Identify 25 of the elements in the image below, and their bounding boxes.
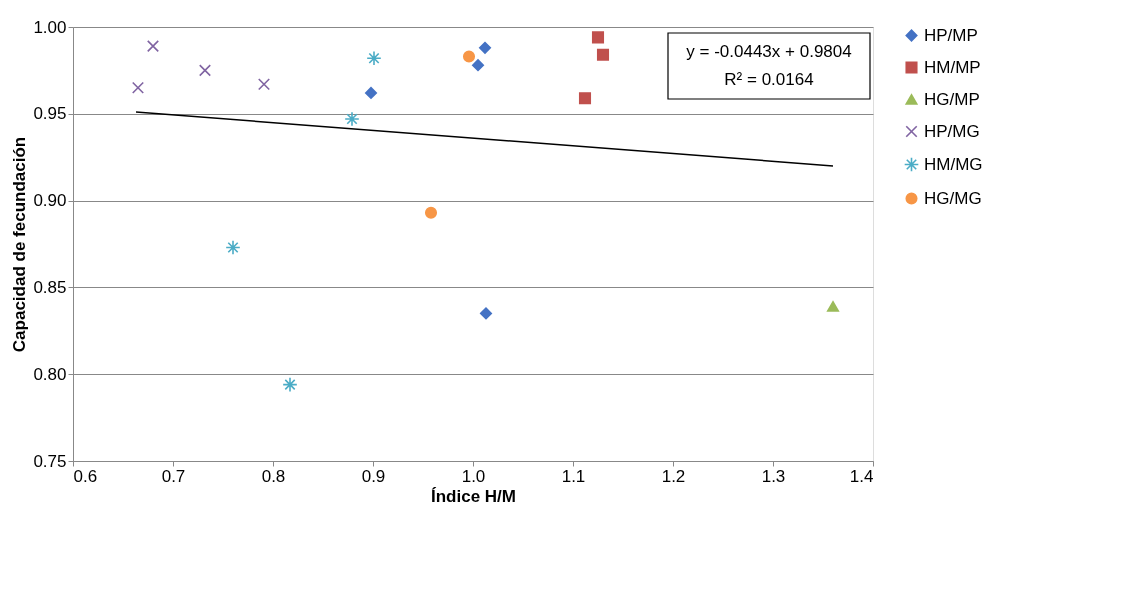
x-tick-label: 1.0 (461, 466, 486, 486)
legend-label: HP/MP (924, 25, 978, 45)
y-tick-label: 1.00 (33, 17, 67, 37)
legend-label: HG/MP (924, 89, 980, 109)
x-tick-label: 0.9 (361, 466, 386, 486)
y-tick-label: 0.75 (33, 451, 67, 471)
x-tick-label: 1.4 (849, 466, 874, 486)
y-tick-label: 0.80 (33, 364, 67, 384)
annotation: y = -0.0443x + 0.9804 (686, 42, 852, 61)
legend-label: HP/MG (924, 121, 980, 141)
annotation: R² = 0.0164 (724, 70, 814, 89)
x-tick-label: 0.6 (73, 466, 98, 486)
x-tick-label: 0.7 (161, 466, 186, 486)
y-tick-label: 0.90 (33, 191, 67, 211)
x-axis-title: Índice H/M (430, 486, 517, 506)
legend-label: HM/MP (924, 57, 981, 77)
x-tick-label: 0.8 (261, 466, 286, 486)
y-tick-label: 0.85 (33, 277, 67, 297)
x-tick-label: 1.2 (661, 466, 686, 486)
legend-label: HM/MG (924, 154, 983, 174)
y-axis-title: Capacidad de fecundación (10, 136, 30, 353)
y-tick-label: 0.95 (33, 104, 67, 124)
x-tick-label: 1.3 (761, 466, 786, 486)
x-tick-label: 1.1 (561, 466, 586, 486)
legend-label: HG/MG (924, 188, 982, 208)
